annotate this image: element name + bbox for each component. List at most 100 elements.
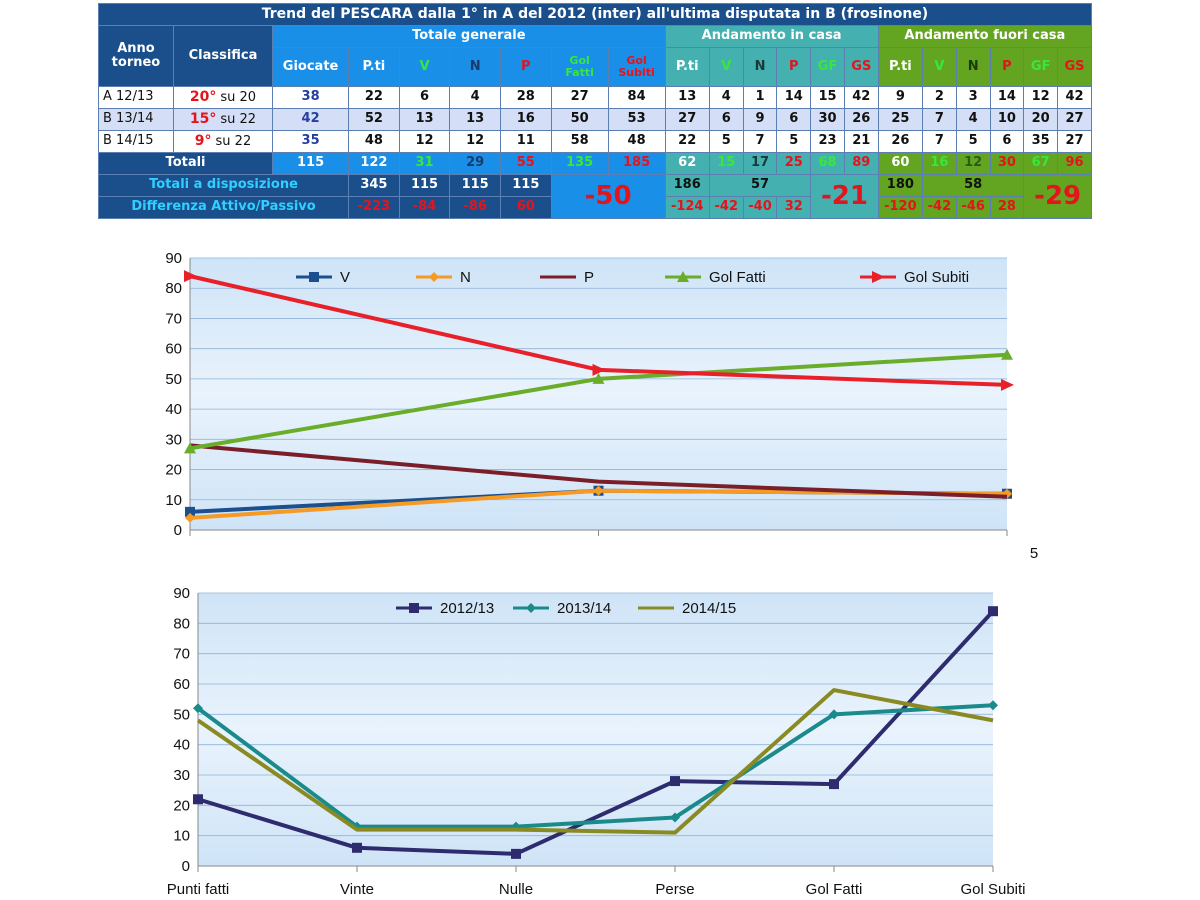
row-casa-pti: 22 [664,130,710,153]
row-tot-pti: 48 [348,130,400,153]
row-tot-n: 13 [449,108,501,131]
row-fuori-pti: 26 [877,130,924,153]
differenza-label: Differenza Attivo/Passivo [97,196,350,219]
data-point [185,512,195,523]
row-giocate: 38 [272,86,350,109]
row-tot-pti: 52 [348,108,400,131]
legend-marker [429,272,439,282]
totali-fuori-v: 16 [922,152,957,175]
header-gol-fatti-line1: Gol [569,53,590,67]
legend-label: V [340,269,350,286]
row-tot-gol-subiti: 48 [607,130,666,153]
data-point [185,506,195,517]
row-fuori-gs: 42 [1057,86,1092,109]
totali-fuori-p: 30 [989,152,1025,175]
row-tot-gol-subiti: 53 [607,108,666,131]
header-v: V [398,47,451,87]
row-tot-pti: 22 [348,86,400,109]
y-tick-label: 10 [173,828,190,845]
row-tot-gol-fatti: 27 [550,86,609,109]
legend-label: Gol Subiti [904,269,969,286]
season-comparison-chart: 0 10 20 30 40 50 60 70 80 90 Punti fatti Vinte Nulle… [167,585,1026,898]
disposizione-casa-pti: 186 [664,174,710,197]
row-fuori-p: 6 [989,130,1025,153]
header-p: P [499,47,552,87]
table-row: B 14/15 9° su 22 35 48 12 12 11 58 48 22 5 7 5 23 21 26 7… [98,130,1092,153]
data-point [829,779,839,790]
row-fuori-v: 7 [922,130,957,153]
y-tick-label: 10 [165,492,182,509]
row-fuori-v: 2 [922,86,957,109]
header-casa-n: N [742,47,778,87]
data-point [511,848,521,859]
data-point [352,842,362,853]
differenza-fuori-pti: -120 [877,196,924,219]
big-casa-diff: -21 [810,174,879,219]
header-anno-line2: torneo [111,55,161,70]
header-gol-subiti-line2: Subiti [618,66,655,79]
data-rows: A 12/13 20° su 20 38 22 6 4 28 27 84 13 4 1 14 15 42 9 2 3… [98,86,1092,153]
trend-line-chart: 0 10 20 30 40 50 60 70 80 90 5 V N P Gol Fatti Gol Subi… [165,250,1038,562]
row-casa-gf: 23 [810,130,845,153]
header-fuori-v: V [922,47,957,87]
legend-label: 2013/14 [557,600,611,617]
legend-label: N [460,269,471,286]
disposizione-pti: 345 [348,174,400,197]
data-point [193,703,203,714]
data-point [592,372,605,384]
header-gol-fatti-line2: Fatti [565,66,594,79]
y-tick-label: 90 [173,585,190,602]
row-position: 9° [194,132,212,149]
row-casa-n: 9 [742,108,778,131]
series-line [196,703,994,829]
totali-fuori-gs: 96 [1057,152,1092,175]
row-casa-pti: 13 [664,86,710,109]
header-giocate: Giocate [272,47,350,87]
legend-marker [309,272,319,282]
row-anno: A 12/13 [98,86,174,109]
legend-marker [409,603,419,613]
header-fuori-gf: GF [1023,47,1059,87]
x-tick-label: 5 [1030,545,1038,562]
disposizione-label: Totali a disposizione [97,174,350,197]
header-pti: P.ti [348,47,400,87]
differenza-fuori-v: -42 [922,196,957,219]
header-fuori-p: P [989,47,1025,87]
header-fuori-n: N [955,47,991,87]
header-casa-v: V [708,47,744,87]
row-fuori-n: 3 [955,86,991,109]
header-gol-subiti-line1: Gol [626,53,647,67]
row-casa-p: 14 [776,86,812,109]
totali-giocate: 115 [272,152,350,175]
differenza-fuori-n: -46 [955,196,991,219]
totali-pti: 122 [348,152,400,175]
totali-casa-p: 25 [776,152,812,175]
y-tick-label: 80 [165,280,182,297]
row-anno: B 13/14 [98,108,174,131]
row-tot-gol-fatti: 50 [550,108,609,131]
x-tick-label: Perse [655,881,694,898]
legend: 2012/13 2013/14 2014/15 [396,600,736,617]
disposizione-v: 115 [398,174,451,197]
stats-table: Trend del PESCARA dalla 1° in A del 2012… [97,3,1093,219]
row-tot-v: 12 [398,130,451,153]
disposizione-p: 115 [499,174,552,197]
disposizione-n: 115 [449,174,501,197]
header-anno: Anno torneo [98,25,174,87]
series-2014-15 [196,688,994,835]
differenza-pti: -223 [348,196,400,219]
data-point [184,442,196,454]
y-tick-label: 40 [173,737,190,754]
header-fuori-pti: P.ti [877,47,924,87]
data-point [193,794,203,805]
y-tick-label: 90 [165,250,182,267]
row-casa-v: 4 [708,86,744,109]
x-tick-label: Vinte [340,881,374,898]
totali-casa-v: 15 [708,152,744,175]
totali-gol-fatti: 135 [550,152,609,175]
series-2012-13 [193,606,998,859]
y-tick-label: 0 [182,858,190,875]
series-gol-subiti [184,270,1014,391]
data-point [1001,378,1014,391]
row-casa-n: 7 [742,130,778,153]
